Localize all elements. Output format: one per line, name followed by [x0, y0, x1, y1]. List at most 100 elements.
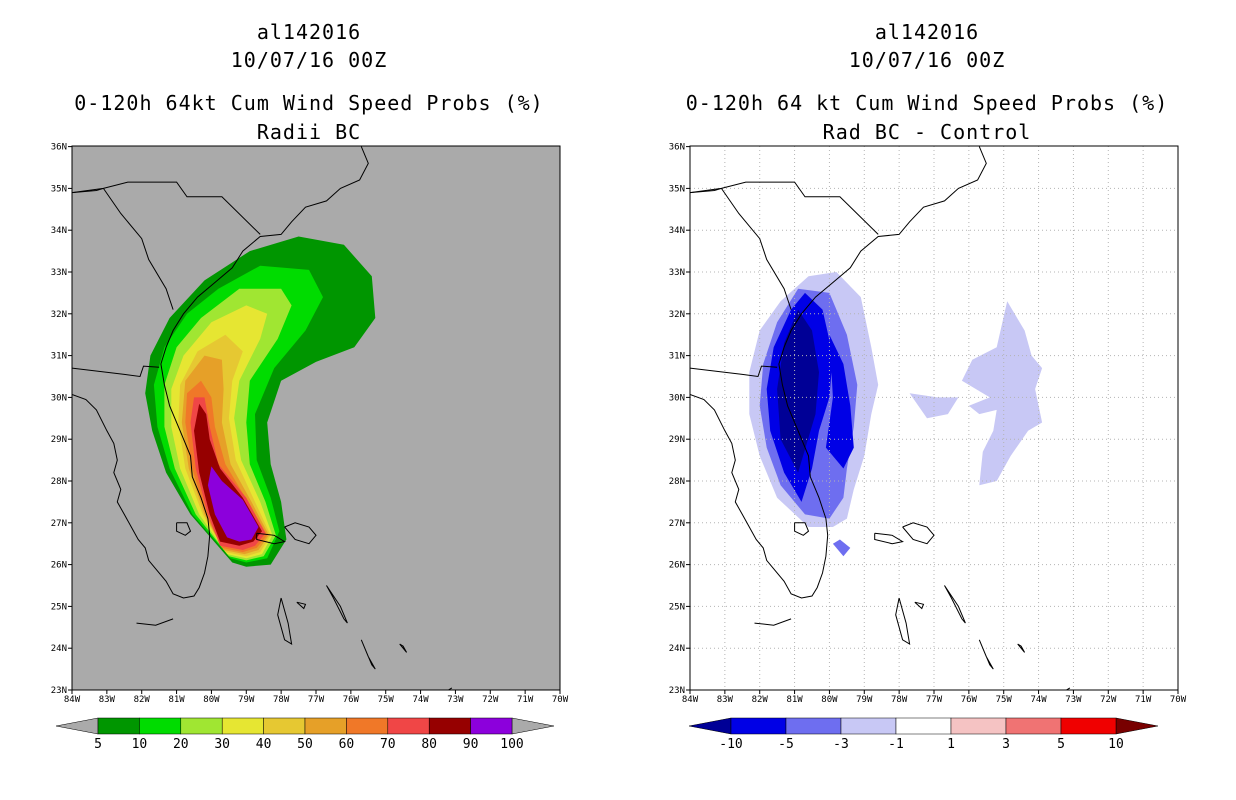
lon-tick-label: 72W	[1100, 695, 1117, 705]
lat-tick-label: 31N	[669, 352, 685, 362]
lat-tick-label: 23N	[51, 686, 67, 696]
lat-tick-label: 30N	[51, 393, 67, 403]
storm-id-title: al142016	[256, 20, 362, 44]
lat-tick-label: 34N	[669, 226, 685, 236]
lon-tick-label: 74W	[412, 695, 429, 705]
lon-tick-label: 70W	[1170, 695, 1187, 705]
colorbar-label: -1	[888, 737, 904, 752]
product-title: 0-120h 64 kt Cum Wind Speed Probs (%)	[685, 91, 1169, 115]
datetime-title: 10/07/16 00Z	[848, 48, 1006, 72]
lon-tick-label: 73W	[1065, 695, 1082, 705]
lon-tick-label: 80W	[203, 695, 220, 705]
map-right: 84W 83W 82W 81W 80W 79W 78W 77W 76W 75W 74W 73W 72W 7…	[669, 143, 1187, 752]
lon-tick-label: 71W	[517, 695, 534, 705]
state-border	[102, 188, 174, 310]
colorbar-label: 40	[256, 737, 272, 752]
colorbar-label: 80	[421, 737, 437, 752]
colorbar-swatch	[785, 717, 842, 735]
lat-tick-label: 33N	[51, 268, 67, 278]
lon-tick-label: 73W	[447, 695, 464, 705]
probability-contour	[909, 393, 959, 419]
colorbar-label: 60	[339, 737, 355, 752]
lat-tick-label: 29N	[669, 435, 685, 445]
island-outline	[136, 618, 174, 626]
coastline	[72, 146, 369, 599]
colorbar-under-arrow	[688, 717, 732, 735]
island-outline	[326, 585, 348, 624]
lat-tick-label: 23N	[669, 686, 685, 696]
lat-tick-label: 26N	[669, 561, 685, 571]
map-content	[72, 146, 453, 690]
lat-tick-label: 36N	[669, 143, 685, 153]
island-outline	[902, 522, 935, 545]
lon-tick-label: 84W	[682, 695, 699, 705]
island-outline	[176, 522, 192, 536]
colorbar-label: -3	[833, 737, 849, 752]
colorbar-label: -5	[778, 737, 794, 752]
island-outline	[874, 532, 904, 545]
lon-tick-label: 81W	[168, 695, 185, 705]
probability-contour	[825, 334, 854, 469]
lon-tick-label: 77W	[926, 695, 943, 705]
colorbar-label: 3	[1002, 737, 1010, 752]
colorbar-label: 5	[94, 737, 102, 752]
lon-tick-label: 83W	[717, 695, 734, 705]
island-outline	[914, 601, 925, 610]
island-outline	[978, 639, 994, 670]
lon-tick-label: 78W	[891, 695, 908, 705]
colorbar-label: 10	[132, 737, 148, 752]
lat-tick-label: 35N	[669, 184, 685, 194]
colorbar-label: 5	[1057, 737, 1065, 752]
lat-tick-label: 26N	[51, 561, 67, 571]
storm-id-title: al142016	[874, 20, 980, 44]
coastline	[690, 146, 987, 599]
lon-tick-label: 84W	[64, 695, 81, 705]
island-outline	[895, 597, 911, 645]
lon-tick-label: 75W	[996, 695, 1013, 705]
colorbar-swatch	[1005, 717, 1062, 735]
probability-contour	[832, 539, 851, 557]
lon-tick-label: 79W	[238, 695, 255, 705]
colorbar-label: 50	[297, 737, 313, 752]
lon-tick-label: 82W	[134, 695, 151, 705]
colorbar-swatch	[304, 717, 347, 735]
colorbar-swatch	[950, 717, 1007, 735]
state-border	[720, 188, 792, 310]
island-outline	[277, 597, 293, 645]
island-outline	[754, 618, 792, 626]
state-border	[72, 365, 160, 378]
island-outline	[1065, 687, 1071, 690]
lat-tick-label: 31N	[51, 352, 67, 362]
colorbar-swatch	[139, 717, 182, 735]
lon-tick-label: 71W	[1135, 695, 1152, 705]
colorbar-label: -10	[719, 737, 742, 752]
lat-tick-label: 29N	[51, 435, 67, 445]
map-content	[690, 146, 1178, 690]
island-outline	[256, 532, 286, 545]
left-panel: al142016 10/07/16 00Z 0-120h 64kt Cum Wi…	[51, 20, 569, 752]
lat-tick-label: 24N	[669, 644, 685, 654]
colorbar-swatch	[1060, 717, 1117, 735]
lat-tick-label: 28N	[669, 477, 685, 487]
right-panel: al142016 10/07/16 00Z 0-120h 64 kt Cum W…	[618, 0, 1236, 800]
subtitle: Radii BC	[256, 120, 362, 144]
lon-tick-label: 81W	[786, 695, 803, 705]
lon-tick-label: 70W	[552, 695, 569, 705]
colorbar-swatch	[221, 717, 264, 735]
lon-tick-label: 76W	[343, 695, 360, 705]
state-border	[690, 365, 778, 378]
colorbar-label: 1	[947, 737, 955, 752]
map-background	[72, 146, 560, 690]
colorbar-label: 70	[380, 737, 396, 752]
state-border	[72, 187, 104, 194]
probability-contour	[777, 309, 819, 473]
probability-contour	[207, 466, 259, 542]
lon-tick-label: 83W	[99, 695, 116, 705]
island-outline	[794, 522, 810, 536]
lon-tick-label: 76W	[961, 695, 978, 705]
lat-tick-label: 28N	[51, 477, 67, 487]
lat-tick-label: 35N	[51, 184, 67, 194]
colorbar-label: 20	[173, 737, 189, 752]
colorbar-swatch	[428, 717, 471, 735]
lon-tick-label: 74W	[1030, 695, 1047, 705]
